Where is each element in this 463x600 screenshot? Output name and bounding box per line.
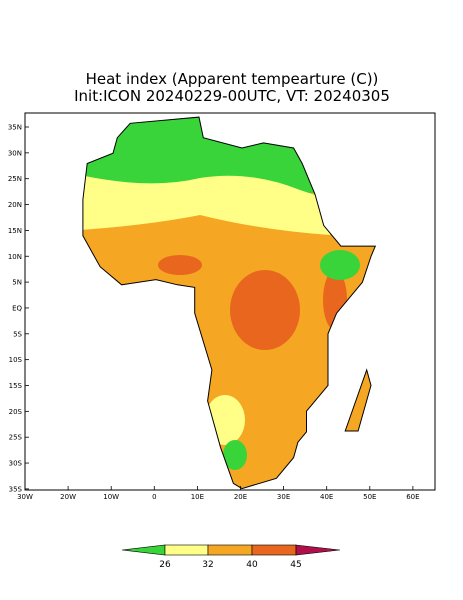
lon-label: 40E [320,493,333,501]
colorbar-label: 32 [202,560,213,570]
lon-label: 10E [191,493,204,501]
lon-label: 60E [406,493,419,501]
lat-label: 30N [8,149,22,157]
coastline [82,116,377,490]
lat-label: 25N [8,175,22,183]
colorbar [121,544,341,556]
lat-label: 15N [8,227,22,235]
lat-label: 35N [8,124,22,132]
lat-label: 35S [9,485,23,493]
lon-label: 10W [103,493,119,501]
colorbar-segment [207,544,253,556]
lat-label: EQ [12,304,22,312]
lat-label: 10N [8,253,22,261]
lat-label: 5N [12,279,22,287]
lat-label: 20S [9,408,23,416]
lat-label: 15S [9,382,23,390]
lon-label: 30W [17,493,33,501]
colorbar-label: 45 [290,560,301,570]
lat-label: 25S [9,434,23,442]
lat-label: 10S [9,356,23,364]
lon-label: 50E [363,493,376,501]
lon-label: 30E [277,493,290,501]
lon-label: 0 [152,493,156,501]
colorbar-label: 40 [246,560,258,570]
colorbar-segment [295,544,341,556]
colorbar-label: 26 [159,560,171,570]
axis-labels: 35N 30N 25N 20N 15N 10N 5N EQ 5S 10S 15S 20S 25S 30S 3… [8,124,420,502]
lon-label: 20E [234,493,247,501]
lon-label: 20W [60,493,76,501]
lat-label: 5S [13,330,22,338]
colorbar-segment [121,544,166,556]
subtitle: Init:ICON 20240229-00UTC, VT: 20240305 [74,87,390,105]
title: Heat index (Apparent tempearture (C)) [86,70,379,88]
colorbar-segment [164,544,209,556]
lat-label: 30S [9,460,23,468]
colorbar-segment [251,544,297,556]
lat-label: 20N [8,201,22,209]
